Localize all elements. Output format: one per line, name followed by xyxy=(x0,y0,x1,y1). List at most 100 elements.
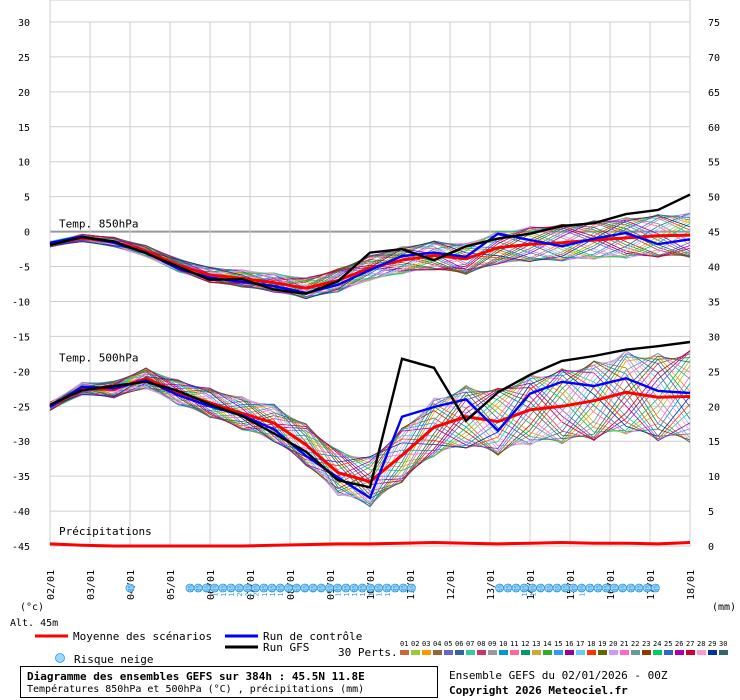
pert-color-swatch xyxy=(565,650,574,655)
snow-risk-value: 13% xyxy=(212,583,220,596)
pert-color-swatch xyxy=(455,650,464,655)
pert-number: 07 xyxy=(466,640,474,648)
snow-risk-value: 3% xyxy=(595,583,603,592)
legend-control-label: Run de contrôle xyxy=(263,630,362,643)
snow-risk-value: 6% xyxy=(326,583,334,592)
snow-risk-value: 6% xyxy=(538,583,546,592)
pert-color-swatch xyxy=(642,650,651,655)
snow-risk-value: 16% xyxy=(228,583,236,596)
x-date-tick: 07/01 xyxy=(246,570,257,600)
pert-color-swatch xyxy=(521,650,530,655)
pert-color-swatch xyxy=(587,650,596,655)
main-series xyxy=(49,193,691,548)
snow-risk-value: 6% xyxy=(310,583,318,592)
pert-color-swatch xyxy=(653,650,662,655)
pert-number: 19 xyxy=(598,640,606,648)
y-right-tick: 35 xyxy=(708,297,720,308)
member-line-t500 xyxy=(49,361,691,489)
member-line-t850 xyxy=(49,217,691,300)
snow-risk-value: 20% xyxy=(253,583,261,596)
snow-risk-value: 3% xyxy=(187,583,195,592)
snow-risk-value: 3% xyxy=(505,583,513,592)
snow-risk-value: 6% xyxy=(620,583,628,592)
y-left-tick: -40 xyxy=(12,507,30,518)
y-left-tick: 5 xyxy=(24,193,30,204)
series-line-t500 xyxy=(49,376,691,484)
snow-risk-value: 10% xyxy=(351,583,359,596)
snow-risk-value: 3% xyxy=(628,583,636,592)
y-right-tick: 50 xyxy=(708,193,720,204)
chart-legend: Moyenne des scénarios Run de contrôleRun … xyxy=(35,630,728,666)
snow-risk-value: 23% xyxy=(244,583,252,596)
member-line-t500 xyxy=(49,369,691,463)
pert-color-swatch xyxy=(499,650,508,655)
y-left-tick: 30 xyxy=(18,18,30,29)
pert-number: 14 xyxy=(543,640,551,648)
pert-number: 15 xyxy=(554,640,562,648)
pert-color-swatch xyxy=(554,650,563,655)
y-right-tick: 45 xyxy=(708,228,720,239)
pert-number: 22 xyxy=(631,640,639,648)
series-line-t500 xyxy=(49,340,691,489)
section-labels: Temp. 850hPa Temp. 500hPa Précipitations xyxy=(59,218,152,538)
pert-number: 29 xyxy=(708,640,716,648)
y-left-tick: -10 xyxy=(12,297,30,308)
pert-color-swatch xyxy=(609,650,618,655)
snow-risk-value: 6% xyxy=(497,583,505,592)
pert-color-swatch xyxy=(598,650,607,655)
snow-risk-value: 16% xyxy=(269,583,277,596)
precip-mean-line xyxy=(49,540,691,548)
snow-risk-value: 6% xyxy=(554,583,562,592)
snow-risk-value: 6% xyxy=(562,583,570,592)
snow-risk-value: 3% xyxy=(636,583,644,592)
pert-number: 25 xyxy=(664,640,672,648)
pert-color-swatch xyxy=(466,650,475,655)
member-line-t850 xyxy=(49,220,691,295)
y-right-tick: 75 xyxy=(708,18,720,29)
snow-risk-value: 13% xyxy=(384,583,392,596)
y-left-tick: -35 xyxy=(12,472,30,483)
legend-snow-label: Risque neige xyxy=(74,653,153,666)
perts-label: 30 Perts. xyxy=(338,646,398,659)
pert-color-swatch xyxy=(488,650,497,655)
x-date-tick: 13/01 xyxy=(486,570,497,600)
y-right-tick: 55 xyxy=(708,158,720,169)
y-left-tick: 10 xyxy=(18,158,30,169)
snow-risk-value: 13% xyxy=(261,583,269,596)
pert-color-swatch xyxy=(444,650,453,655)
y-right-tick: 65 xyxy=(708,88,720,99)
snow-risk-value: 6% xyxy=(203,583,211,592)
snow-risk-value: 6% xyxy=(302,583,310,592)
pert-number: 11 xyxy=(510,640,518,648)
snow-risk-value: 6% xyxy=(285,583,293,592)
snow-risk-value: 10% xyxy=(277,583,285,596)
x-date-tick: 02/01 xyxy=(46,570,57,600)
pert-color-swatch xyxy=(686,650,695,655)
member-line-t500 xyxy=(49,353,691,507)
snow-risk-value: 20% xyxy=(236,583,244,596)
snow-risk-row: 3% 3% 3% 6% 13% 13% 16% 20% 23% 20% 13% 16% 10% 6% 6% 6… xyxy=(125,583,660,597)
snow-risk-value: 10% xyxy=(376,583,384,596)
x-date-tick: 05/01 xyxy=(166,570,177,600)
section-label-t500: Temp. 500hPa xyxy=(59,351,138,364)
footer-subtitle: Températures 850hPa et 500hPa (°C) , pré… xyxy=(27,684,365,695)
series-line-t850 xyxy=(49,193,691,296)
ensemble-info: Ensemble GEFS du 02/01/2026 - 00Z xyxy=(449,669,668,682)
y-right-tick: 0 xyxy=(708,542,714,553)
snow-risk-value: 6% xyxy=(318,583,326,592)
legend-gfs-label: Run GFS xyxy=(263,641,309,654)
y-left-tick: -15 xyxy=(12,332,30,343)
y-left-tick: -25 xyxy=(12,402,30,413)
y-right-tick: 70 xyxy=(708,53,720,64)
member-line-t500 xyxy=(49,355,691,471)
y-left-tick: 25 xyxy=(18,53,30,64)
member-line-t850 xyxy=(49,215,691,288)
pert-number: 10 xyxy=(499,640,507,648)
y-right-tick: 15 xyxy=(708,437,720,448)
pert-number: 16 xyxy=(565,640,573,648)
snow-risk-value: 3% xyxy=(195,583,203,592)
member-line-t850 xyxy=(49,227,691,281)
pert-color-swatch xyxy=(433,650,442,655)
snow-risk-value: 6% xyxy=(587,583,595,592)
